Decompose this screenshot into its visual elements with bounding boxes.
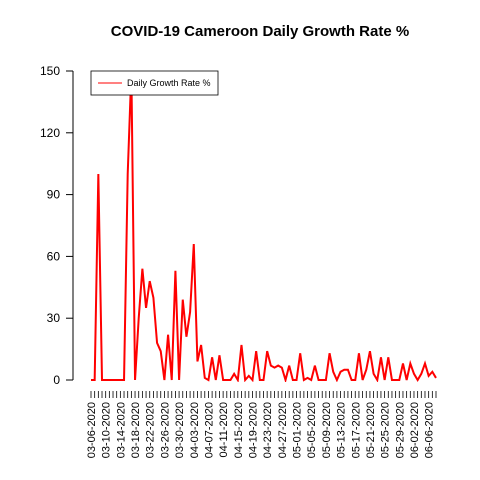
x-tick-label: 05-25-2020: [380, 402, 392, 458]
x-tick-label: 04-03-2020: [189, 402, 201, 458]
x-tick-label: 05-09-2020: [321, 402, 333, 458]
x-tick-label: 03-26-2020: [159, 402, 171, 458]
legend: Daily Growth Rate %: [91, 71, 218, 95]
y-tick-label-60: 60: [47, 249, 61, 263]
x-tick-label: 03-10-2020: [101, 402, 113, 458]
y-tick-label-150: 150: [40, 64, 60, 78]
y-tick-label-30: 30: [47, 311, 61, 325]
y-tick-label-90: 90: [47, 188, 61, 202]
x-tick-label: 05-29-2020: [394, 402, 406, 458]
series-layer: [91, 71, 436, 380]
x-tick-label: 06-06-2020: [424, 402, 436, 458]
legend-entry-daily-growth-rate: Daily Growth Rate %: [127, 78, 211, 88]
chart-title: COVID-19 Cameroon Daily Growth Rate %: [111, 23, 409, 40]
x-tick-label: 03-14-2020: [115, 402, 127, 458]
x-tick-label: 06-02-2020: [409, 402, 421, 458]
x-tick-label: 04-27-2020: [277, 402, 289, 458]
x-tick-label: 04-19-2020: [247, 402, 259, 458]
x-tick-label: 03-22-2020: [145, 402, 157, 458]
x-tick-label: 05-05-2020: [306, 402, 318, 458]
x-tick-label: 03-06-2020: [86, 402, 98, 458]
x-axis-tick-labels: 03-06-2020 03-10-2020 03-14-2020 03-18-2020…: [86, 402, 436, 458]
y-tick-label-0: 0: [53, 373, 60, 387]
x-tick-label: 04-11-2020: [218, 402, 230, 457]
x-tick-label: 05-17-2020: [350, 402, 362, 458]
x-tick-label: 05-21-2020: [365, 402, 377, 458]
x-tick-label: 05-13-2020: [336, 402, 348, 458]
x-tick-label: 03-18-2020: [130, 402, 142, 458]
x-tick-label: 04-15-2020: [233, 402, 245, 458]
x-tick-label: 04-23-2020: [262, 402, 274, 458]
y-axis-ticks: 0 30 60 90 120 150: [40, 64, 73, 387]
x-tick-label: 03-30-2020: [174, 402, 186, 458]
y-tick-label-120: 120: [40, 126, 60, 140]
x-axis-ticks: [91, 391, 436, 398]
x-tick-label: 04-07-2020: [203, 402, 215, 458]
series-line-daily-growth-rate: [91, 71, 436, 380]
x-tick-label: 05-01-2020: [292, 402, 304, 458]
